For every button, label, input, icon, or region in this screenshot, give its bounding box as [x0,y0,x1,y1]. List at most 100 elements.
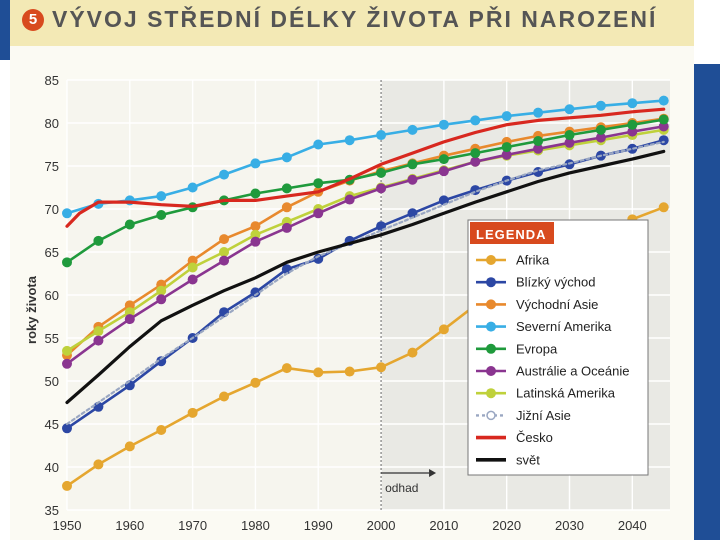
legend-entry-label: Evropa [516,341,558,356]
data-point [156,356,167,367]
legend-swatch-marker [486,343,496,354]
data-point [156,425,167,436]
data-point [250,158,261,169]
right-blue-bar [694,64,720,540]
data-point [313,139,324,150]
data-point [595,132,606,143]
data-point [627,126,638,137]
data-point [62,257,72,268]
legend: LEGENDA Afrika Blízký východ Východní Asie… [467,219,649,476]
data-point [250,229,261,240]
y-tick-label: 55 [45,331,59,346]
data-point [658,135,669,146]
data-point [62,423,72,434]
legend-swatch-marker [486,410,496,421]
estimate-arrow-head [429,469,437,477]
data-point [501,149,512,160]
data-point [187,255,198,266]
data-point [219,307,230,318]
data-point [407,174,418,185]
x-tick-label: 1970 [178,518,207,533]
data-point [627,119,638,130]
legend-swatch-marker [486,277,496,288]
legend-swatch-marker [486,255,496,265]
data-point [658,95,669,106]
data-point [313,253,324,264]
data-point [564,137,575,148]
x-tick-label: 2010 [429,518,458,533]
axes-layer: roky života 35 40 45 50 55 60 65 70 75 80 85 1950 19… [24,73,647,533]
data-point [501,142,512,153]
left-blue-bar [0,0,10,60]
data-point [187,274,198,285]
x-tick-label: 1960 [115,518,144,533]
data-point [219,247,230,257]
data-point [281,152,292,163]
data-point [219,255,230,266]
data-point [250,287,261,298]
legend-title: LEGENDA [476,227,547,242]
data-point [156,191,167,202]
data-point [313,178,324,189]
legend-entry-label: Česko [516,430,553,445]
data-point [595,124,606,135]
data-point [250,188,261,199]
legend-swatch-marker [486,299,496,310]
y-tick-label: 80 [45,116,59,131]
title-band [10,0,694,46]
data-point [219,234,230,245]
x-tick-label: 2030 [555,518,584,533]
y-tick-label: 75 [45,159,59,174]
y-tick-label: 60 [45,288,59,303]
data-point [187,407,198,418]
y-axis-label: roky života [24,275,39,344]
x-tick-label: 2020 [492,518,521,533]
y-tick-label: 40 [45,460,59,475]
legend-swatch-marker [486,366,496,376]
series-layer [62,95,669,491]
data-point [438,166,449,177]
data-point [187,262,198,273]
data-point [62,480,72,491]
data-point [124,441,135,452]
data-point [564,104,575,115]
data-point [156,294,167,305]
legend-entry-label: Austrálie a Oceánie [516,364,629,379]
series-line-10 [65,149,666,405]
legend-entry-label: Blízký východ [516,275,595,290]
data-point [313,208,324,219]
data-point [281,222,292,233]
data-point [93,335,104,346]
data-point [658,202,669,213]
data-point [407,159,418,170]
data-point [533,143,544,154]
data-point [407,124,418,135]
chart-header: 5 VÝVOJ STŘEDNÍ DÉLKY ŽIVOTA PŘI NAROZEN… [0,0,720,44]
series-line-6 [65,125,666,366]
data-point [93,235,104,246]
data-point [124,219,135,230]
data-point [376,183,387,194]
series-line-9 [65,107,666,228]
data-point [156,285,167,296]
data-point [627,98,638,109]
data-point [156,210,167,221]
y-tick-label: 35 [45,503,59,518]
x-tick-label: 1990 [304,518,333,533]
data-point [438,119,449,130]
data-point [124,300,135,311]
legend-entry-label: Východní Asie [516,297,598,312]
x-tick-label: 1980 [241,518,270,533]
series-line-4 [65,99,666,215]
data-point [62,345,72,356]
data-point [470,115,481,126]
data-point [250,236,261,247]
data-point [62,358,72,369]
data-point [533,136,544,147]
data-point [407,208,418,219]
data-point [281,202,292,213]
data-point [187,182,198,193]
data-point [62,208,72,219]
data-point [93,326,104,337]
